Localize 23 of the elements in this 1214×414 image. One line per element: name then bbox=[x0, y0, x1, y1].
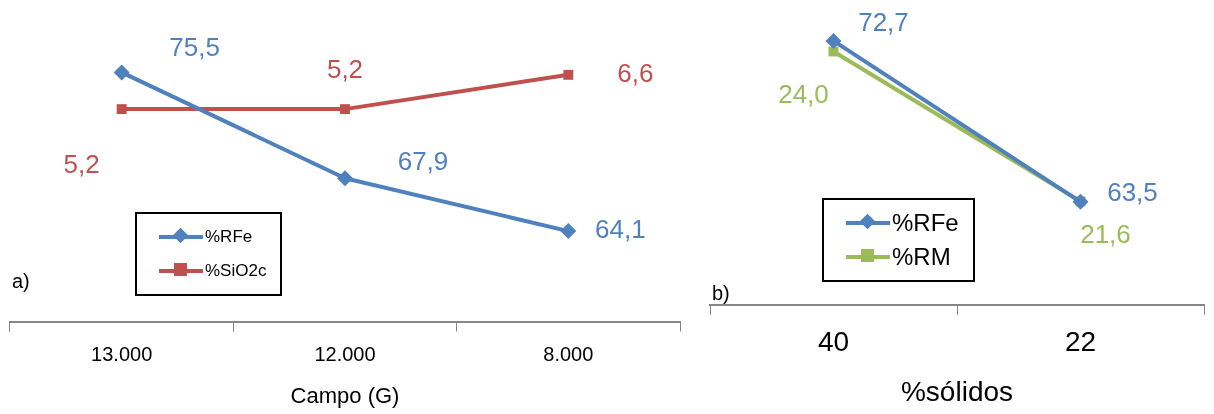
data-label: 67,9 bbox=[397, 146, 449, 177]
x-axis-title: %sólidos bbox=[900, 375, 1014, 407]
data-label: 64,1 bbox=[595, 214, 646, 245]
data-label: 5,2 bbox=[63, 149, 100, 180]
data-label: 24,0 bbox=[778, 78, 829, 109]
data-label: 63,5 bbox=[1107, 176, 1158, 207]
x-tick-label: 22 bbox=[1064, 326, 1097, 358]
legend-label: %RM bbox=[892, 243, 951, 271]
x-axis-title: Campo (G) bbox=[290, 382, 400, 408]
data-label: 75,5 bbox=[169, 31, 220, 62]
data-label: 5,2 bbox=[326, 54, 364, 85]
data-label: 21,6 bbox=[1080, 218, 1131, 249]
text: b) bbox=[712, 282, 730, 305]
legend-label: %RFe bbox=[892, 209, 959, 237]
data-label: 72,7 bbox=[858, 7, 909, 38]
x-tick-label: 13.000 bbox=[91, 343, 153, 366]
data-label: 6,6 bbox=[617, 58, 654, 89]
x-tick-label: 12.000 bbox=[314, 343, 376, 366]
x-tick-label: 40 bbox=[817, 326, 850, 358]
legend-label: %RFe bbox=[205, 227, 253, 247]
x-tick-label: 8.000 bbox=[543, 343, 594, 366]
legend-label: %SiO2c bbox=[205, 261, 267, 281]
text: a) bbox=[12, 270, 30, 293]
